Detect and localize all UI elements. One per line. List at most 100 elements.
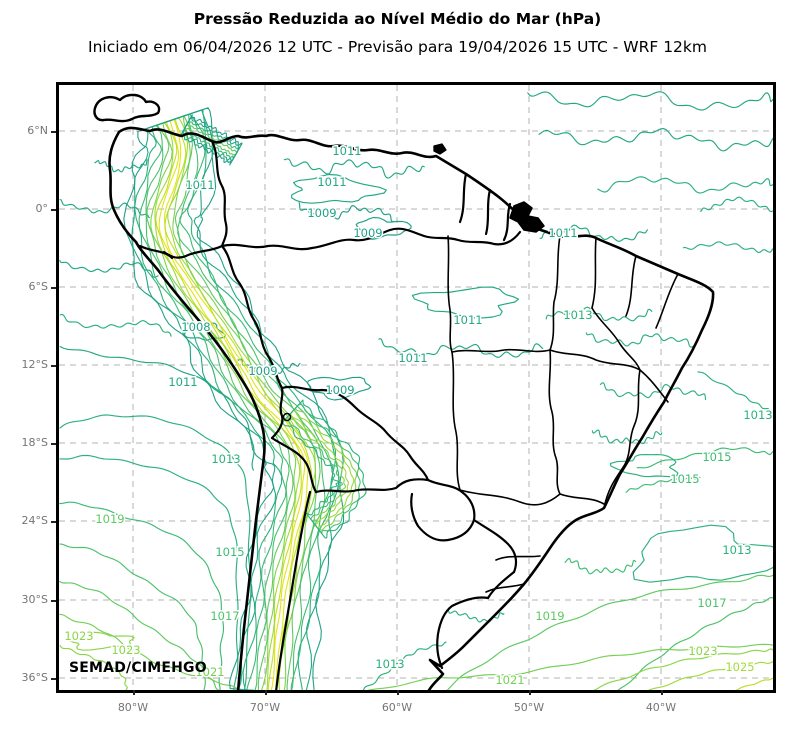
contour-label-1008: 1008 [181, 320, 210, 334]
border-path [117, 126, 715, 690]
andes-contour-loop [154, 117, 316, 690]
pressure-contour-1013 [59, 454, 239, 690]
andes-contour-loop [146, 115, 321, 690]
contour-label-1011: 1011 [332, 144, 361, 158]
pressure-contour-1017 [59, 543, 206, 690]
contour-label-1013: 1013 [211, 452, 240, 466]
y-tick-label: 36°S [21, 671, 48, 684]
y-tick-mark [51, 443, 56, 445]
pressure-contour-1009 [237, 358, 301, 375]
x-tick-label: 60°W [381, 701, 413, 714]
border-path [591, 307, 641, 371]
lake-titicaca [282, 412, 292, 422]
andes-contour-loop [134, 109, 337, 690]
y-tick-mark [51, 365, 56, 367]
pressure-contour-1013 [682, 241, 773, 253]
border-path [459, 489, 561, 506]
pressure-contour-1013 [632, 524, 773, 583]
gridlines [59, 85, 773, 690]
pressure-contour-1013 [545, 306, 653, 322]
x-tick-label: 50°W [513, 701, 545, 714]
pressure-contour-1021 [366, 643, 773, 690]
border-path [458, 172, 468, 224]
andes-contour-loop [123, 107, 345, 690]
contour-label-1017: 1017 [697, 596, 726, 610]
y-tick-mark [51, 678, 56, 680]
contour-label-1011: 1011 [168, 375, 197, 389]
andes-contour-loop [180, 114, 243, 166]
border-path [447, 235, 453, 353]
watermark: SEMAD/CIMEHGO [69, 660, 207, 676]
border-path [472, 518, 518, 574]
border-path [220, 244, 284, 390]
contour-label-1011: 1011 [453, 313, 482, 327]
border-path [220, 228, 392, 251]
border-path [270, 436, 318, 494]
border-path [270, 386, 284, 440]
border-path [559, 493, 605, 505]
x-tick-label: 70°W [249, 701, 281, 714]
y-tick-label: 6°N [27, 124, 48, 137]
contour-label-1023: 1023 [111, 643, 140, 657]
contour-label-1015: 1015 [215, 545, 244, 559]
border-path [485, 583, 525, 593]
y-tick-label: 0° [35, 202, 49, 215]
pressure-contour-1013 [597, 176, 773, 194]
x-tick-mark [133, 690, 135, 695]
pressure-contour-1013 [697, 371, 773, 413]
border-path [625, 255, 637, 317]
pressure-contour-1013 [585, 332, 695, 348]
pressure-contour-1011 [59, 199, 150, 219]
contour-label-1013: 1013 [375, 657, 404, 671]
border-path [314, 478, 430, 494]
andes-contour-loop [131, 108, 340, 690]
pressure-contour-1025 [647, 661, 773, 690]
pressure-contour-1019 [446, 574, 773, 690]
andes-contour-loop [145, 113, 326, 690]
y-tick-mark [51, 287, 56, 289]
chart-title: Pressão Reduzida ao Nível Médio do Mar (… [193, 10, 602, 28]
pressure-contour-1015 [625, 476, 701, 493]
contour-label-1019: 1019 [95, 512, 124, 526]
pressure-contour-map: 1011 1011 1011 1009 1009 1011 1013 1011 1011 1008… [59, 85, 773, 690]
andes-contour-loop [138, 113, 334, 690]
chart-subtitle: Iniciado em 06/04/2026 12 UTC - Previsão… [88, 38, 707, 56]
pressure-contour-1013 [591, 429, 663, 445]
andes-contour-loop [282, 399, 367, 539]
y-tick-mark [51, 131, 56, 133]
contour-label-1019: 1019 [535, 609, 564, 623]
pressure-contour-1013 [609, 454, 679, 478]
pressure-contour-1011 [291, 173, 387, 204]
border-path [502, 202, 512, 242]
map-plot: 1011 1011 1011 1009 1009 1011 1013 1011 1011 1008… [56, 82, 776, 693]
pressure-contour-1013 [699, 196, 773, 213]
pressure-contour-1011 [527, 91, 773, 111]
x-tick-mark [661, 690, 663, 695]
border-path [451, 351, 461, 491]
border-path [93, 93, 161, 123]
pressure-contour-1021 [59, 613, 240, 690]
border-path [495, 555, 541, 561]
pressure-contour-1011 [411, 286, 520, 319]
pressure-contour-1009 [306, 376, 372, 401]
y-tick-mark [51, 209, 56, 211]
x-tick-label: 80°W [117, 701, 149, 714]
border-path [388, 227, 522, 246]
contour-label-1013: 1013 [743, 408, 772, 422]
coastlines-and-borders [93, 93, 715, 690]
y-tick-label: 6°S [28, 280, 48, 293]
border-path [486, 570, 516, 600]
x-tick-label: 40°W [645, 701, 677, 714]
border-path [623, 369, 641, 467]
border-path [484, 188, 492, 236]
pressure-contour-1011 [538, 128, 773, 152]
pressure-contour-1023 [593, 648, 773, 690]
contour-label-1023: 1023 [64, 629, 93, 643]
contour-label-1013: 1013 [722, 543, 751, 557]
pressure-contour-1013 [599, 382, 707, 401]
x-tick-mark [529, 690, 531, 695]
pressure-contour-1017 [617, 597, 773, 690]
y-tick-label: 30°S [21, 593, 48, 606]
border-path [275, 490, 312, 690]
